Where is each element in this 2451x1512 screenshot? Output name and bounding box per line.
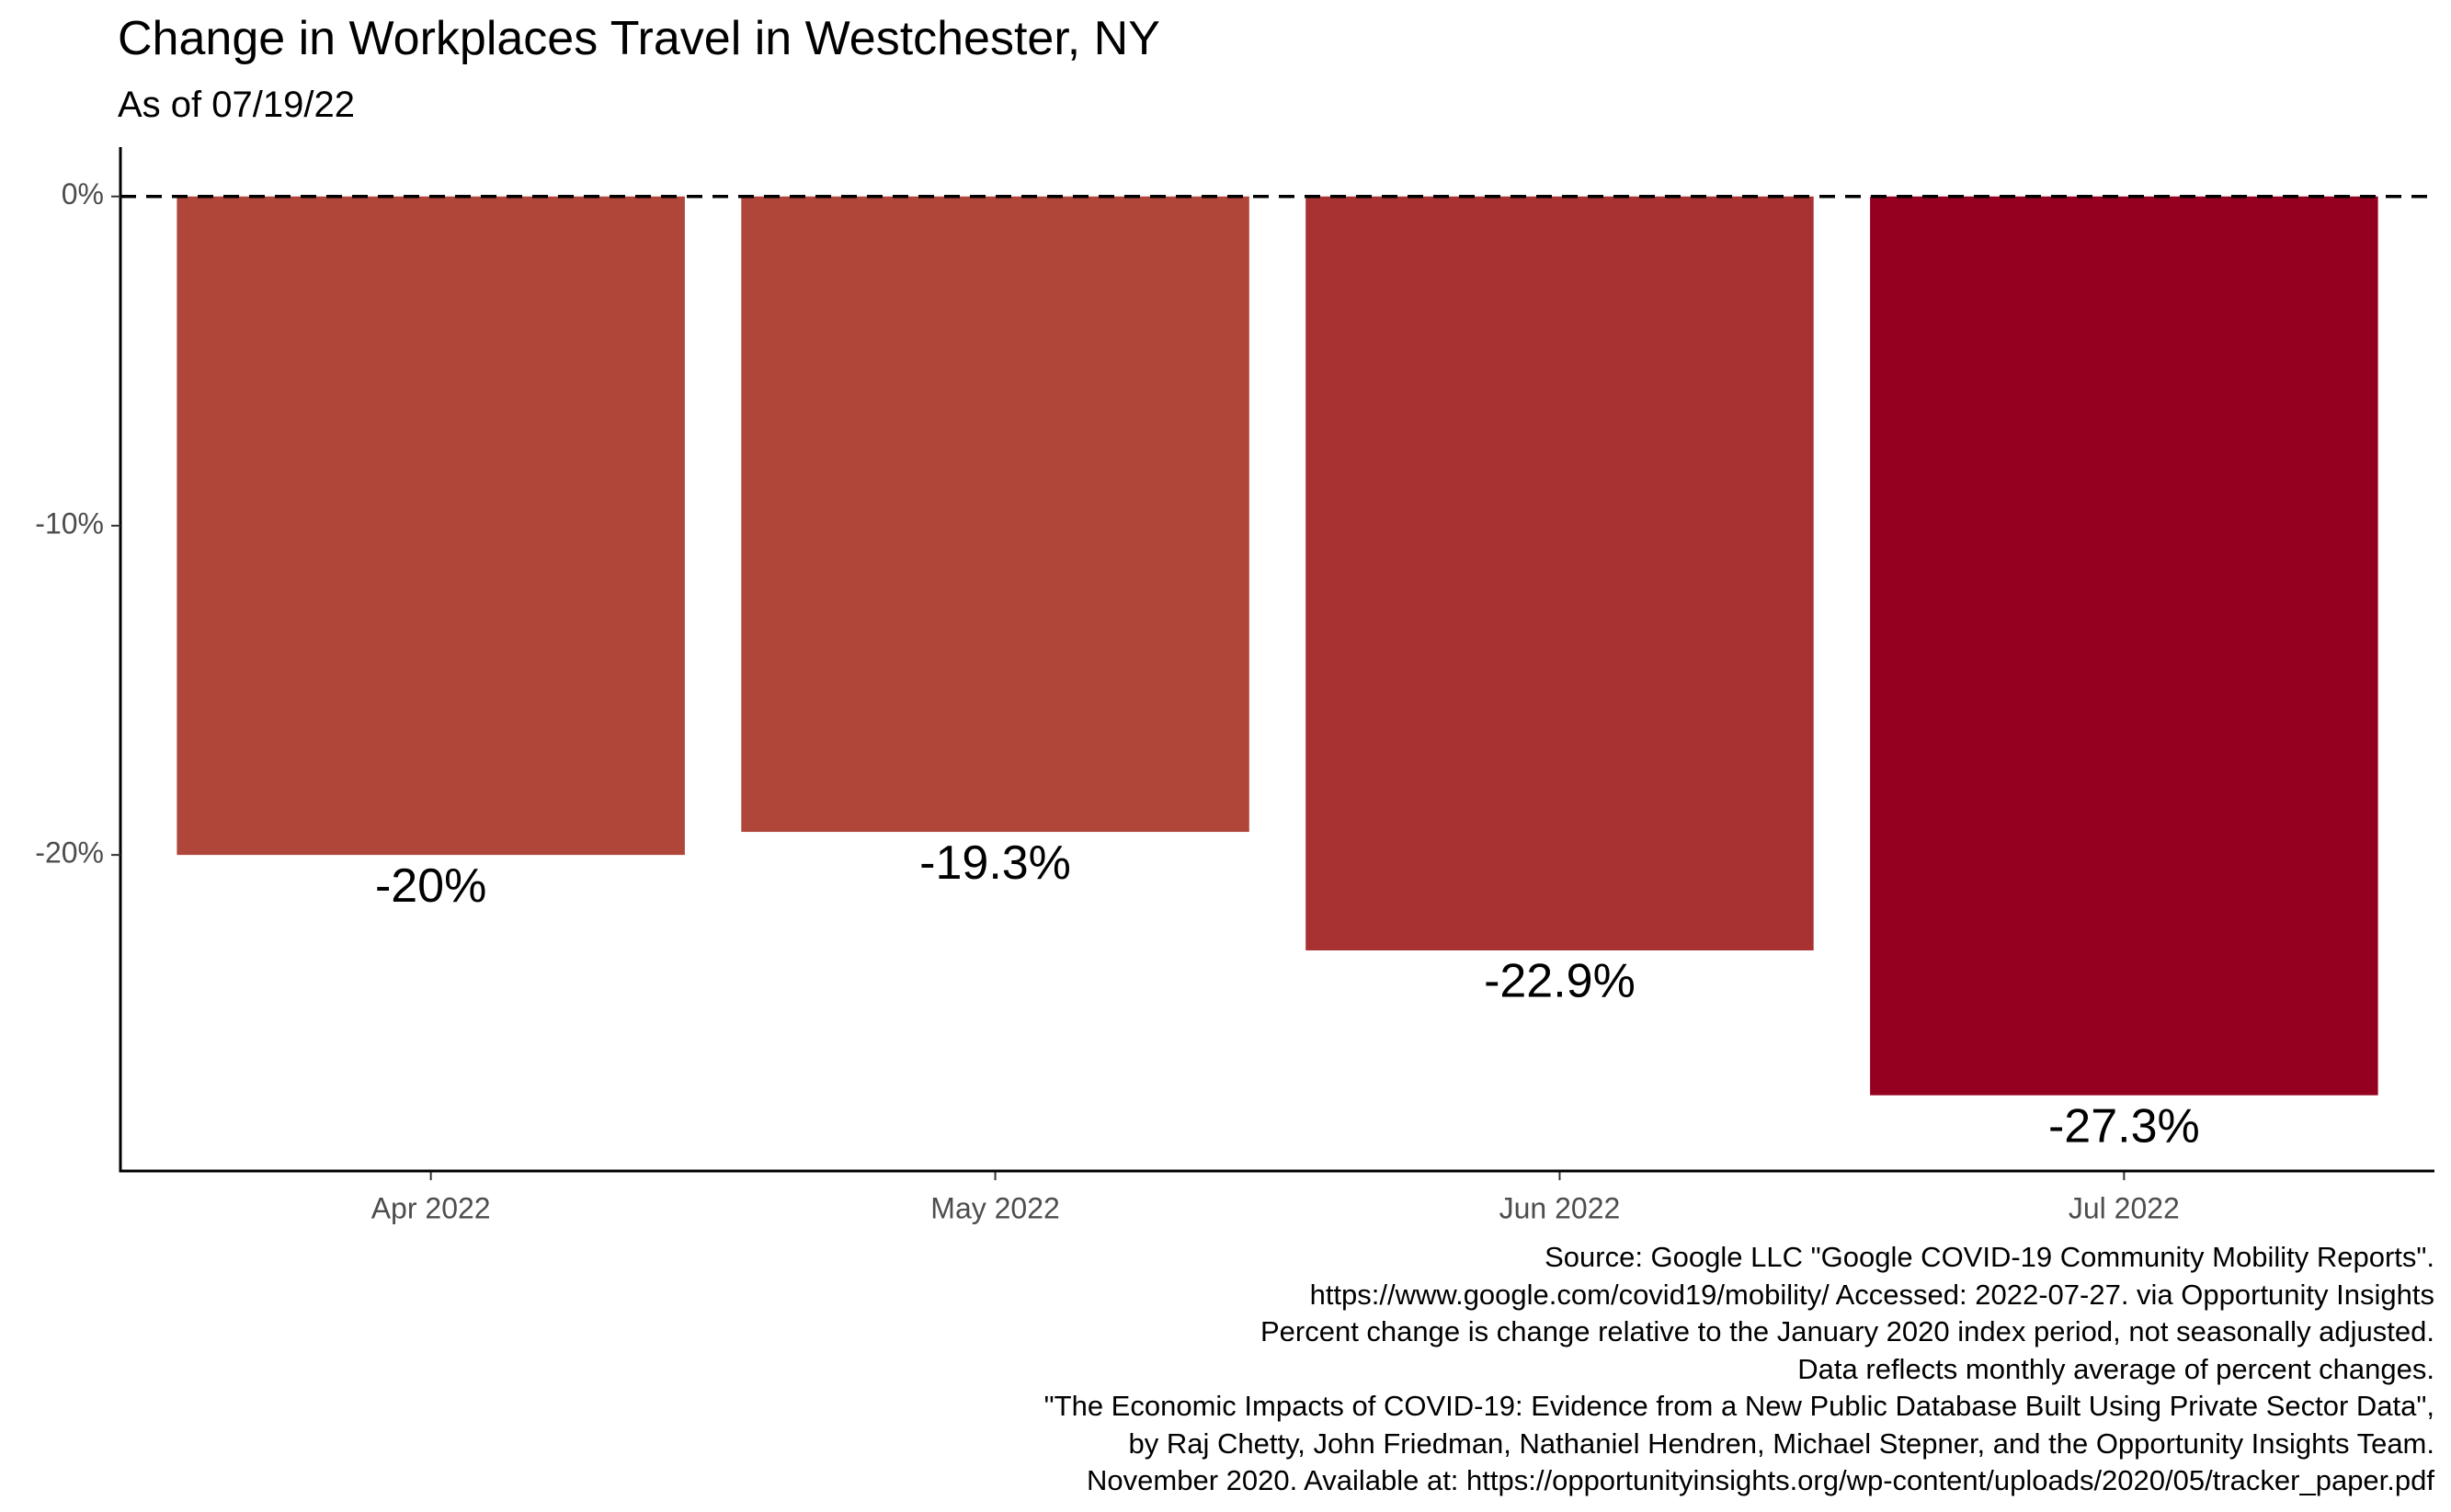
axes-layer: Apr 2022 May 2022 Jun 2022 Jul 2022 0% -10% -2… [35,147,2434,1224]
chart-title: Change in Workplaces Travel in Westchest… [118,12,1160,65]
data-label: -19.3% [919,836,1071,890]
caption-line-6: by Raj Chetty, John Friedman, Nathaniel … [1128,1427,2434,1460]
caption-line-3: Percent change is change relative to the… [1260,1315,2434,1347]
y-tick-label: -10% [35,506,104,540]
x-tick-label: Apr 2022 [371,1191,491,1224]
x-tick-label: May 2022 [930,1191,1060,1224]
source-caption: Source: Google LLC "Google COVID-19 Comm… [1044,1239,2434,1500]
bar-chart: Apr 2022 May 2022 Jun 2022 Jul 2022 0% -10% -2… [35,147,2434,1224]
y-tick-label: 0% [62,177,104,210]
caption-line-7: November 2020. Available at: https://opp… [1087,1464,2434,1496]
data-label: -27.3% [2048,1099,2200,1153]
caption-line-5: "The Economic Impacts of COVID-19: Evide… [1043,1390,2434,1422]
x-tick-label: Jun 2022 [1499,1191,1621,1224]
bar-jun-2022 [1305,196,1814,951]
data-label: -20% [375,859,486,913]
caption-line-1: Source: Google LLC "Google COVID-19 Comm… [1545,1241,2434,1273]
bars-layer [177,196,2378,1096]
bar-jul-2022 [1870,196,2378,1096]
data-labels-layer: -20% -19.3% -22.9% -27.3% [375,836,2200,1154]
caption-line-2: https://www.google.com/covid19/mobility/… [1309,1278,2434,1311]
y-tick-label: -20% [35,836,104,870]
data-label: -22.9% [1484,955,1636,1008]
bar-apr-2022 [177,196,685,856]
bar-may-2022 [741,196,1249,833]
x-tick-label: Jul 2022 [2069,1191,2180,1224]
caption-line-4: Data reflects monthly average of percent… [1797,1352,2434,1385]
chart-subtitle: As of 07/19/22 [118,85,355,125]
